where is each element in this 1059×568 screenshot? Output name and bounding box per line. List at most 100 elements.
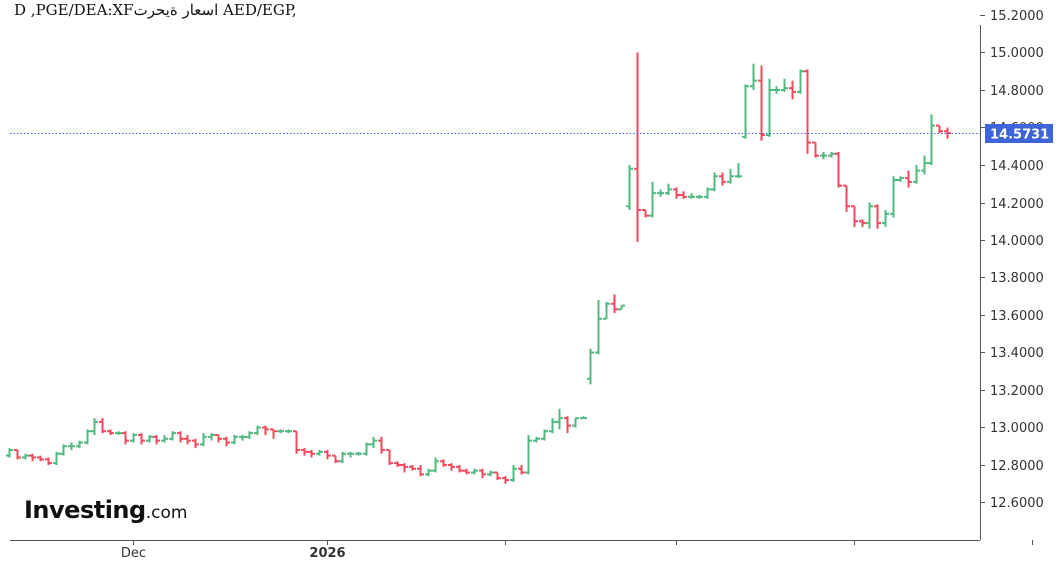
ohlc-bar xyxy=(417,465,424,477)
ohlc-bar xyxy=(115,431,122,435)
ohlc-bar xyxy=(239,435,246,441)
ohlc-bar xyxy=(432,457,439,473)
ohlc-bar xyxy=(936,124,943,134)
y-tick-label: 13.0000 xyxy=(990,421,1044,436)
ohlc-bar xyxy=(874,204,881,229)
ohlc-bar xyxy=(208,433,215,441)
ohlc-bar xyxy=(680,191,687,199)
ohlc-bar xyxy=(665,183,672,195)
y-tick-label: 15.2000 xyxy=(990,9,1044,24)
ohlc-bar xyxy=(394,461,401,467)
ohlc-bar xyxy=(835,151,842,188)
chart-title: D ,PGE/DEA:XFاسعار ةيحرت AED/EGP, xyxy=(14,1,297,19)
ohlc-bar xyxy=(332,454,339,464)
ohlc-bar xyxy=(254,425,261,435)
ohlc-bar xyxy=(797,69,804,94)
ohlc-bar xyxy=(618,304,625,311)
ohlc-bar xyxy=(324,450,331,460)
ohlc-bar xyxy=(425,468,432,477)
ohlc-bar xyxy=(611,294,618,314)
ohlc-bar xyxy=(448,463,455,471)
ohlc-bar xyxy=(897,176,904,182)
ohlc-bar xyxy=(595,300,602,355)
ohlc-bar xyxy=(370,436,377,449)
ohlc-bar xyxy=(29,453,36,462)
price-bars xyxy=(6,52,951,484)
ohlc-bar xyxy=(580,416,587,420)
ohlc-bar xyxy=(192,438,199,449)
ohlc-bar xyxy=(587,348,594,385)
ohlc-bar xyxy=(177,431,184,443)
ohlc-bar xyxy=(525,435,532,475)
ohlc-bar xyxy=(859,219,866,227)
ohlc-bar xyxy=(742,84,749,139)
ohlc-bar xyxy=(750,63,757,90)
ohlc-bar xyxy=(262,425,269,435)
ohlc-bar xyxy=(820,151,827,160)
ohlc-bar xyxy=(812,141,819,158)
ohlc-bar xyxy=(37,455,44,462)
ohlc-bar xyxy=(386,449,393,465)
ohlc-bar xyxy=(76,440,83,449)
ohlc-bar xyxy=(347,451,354,458)
ohlc-bar xyxy=(866,202,873,229)
ohlc-bar xyxy=(153,435,160,445)
ohlc-bar xyxy=(68,442,75,450)
ohlc-bar xyxy=(773,86,780,94)
last-price-label: 14.5731 xyxy=(990,128,1049,143)
last-price-badge xyxy=(985,124,1053,143)
ohlc-bar xyxy=(200,433,207,447)
y-tick-label: 12.6000 xyxy=(990,496,1044,511)
ohlc-bar xyxy=(146,435,153,443)
ohlc-bar xyxy=(60,444,67,456)
ohlc-bar xyxy=(479,468,486,479)
ohlc-bar xyxy=(184,435,191,445)
ohlc-bar xyxy=(308,450,315,458)
ohlc-bar xyxy=(293,430,300,454)
ohlc-bar xyxy=(851,205,858,227)
ohlc-bar xyxy=(735,163,742,179)
ohlc-bar xyxy=(789,80,796,100)
ohlc-bar xyxy=(928,114,935,165)
ohlc-bar xyxy=(634,52,641,242)
ohlc-bar xyxy=(766,78,773,137)
ohlc-bar xyxy=(603,301,610,320)
ohlc-bar xyxy=(541,429,548,441)
ohlc-bar xyxy=(510,465,517,482)
ohlc-bar xyxy=(246,431,253,439)
ohlc-bar xyxy=(456,465,463,473)
ohlc-bar xyxy=(316,450,323,456)
ohlc-bar xyxy=(719,172,726,186)
ohlc-bar xyxy=(502,476,509,484)
ohlc-bar xyxy=(223,436,230,447)
ohlc-bar xyxy=(285,429,292,434)
y-tick-label: 13.4000 xyxy=(990,346,1044,361)
ohlc-bar xyxy=(45,457,52,465)
ohlc-bar xyxy=(882,210,889,227)
ohlc-bar xyxy=(91,418,98,435)
ohlc-bar xyxy=(363,442,370,456)
ohlc-bar xyxy=(169,431,176,441)
ohlc-bar xyxy=(649,181,656,218)
ohlc-bar xyxy=(138,433,145,445)
x-tick-label: Dec xyxy=(121,546,146,561)
ohlc-bar xyxy=(657,189,664,197)
ohlc-bar xyxy=(518,465,525,475)
ohlc-bar xyxy=(556,408,563,430)
ohlc-bar xyxy=(533,436,540,443)
ohlc-bar xyxy=(378,436,385,454)
y-tick-label: 13.6000 xyxy=(990,309,1044,324)
ohlc-bar xyxy=(673,187,680,199)
ohlc-bar xyxy=(913,165,920,184)
ohlc-bar xyxy=(642,209,649,218)
y-tick-label: 14.2000 xyxy=(990,197,1044,212)
ohlc-bar xyxy=(339,451,346,464)
ohlc-bar xyxy=(401,463,408,473)
ohlc-bar xyxy=(22,453,29,460)
ohlc-bar xyxy=(890,176,897,218)
ohlc-bar xyxy=(130,433,137,443)
ohlc-bar xyxy=(704,187,711,199)
axes: 15.200015.000014.800014.600014.400014.20… xyxy=(10,9,1053,561)
ohlc-bar xyxy=(549,418,556,434)
